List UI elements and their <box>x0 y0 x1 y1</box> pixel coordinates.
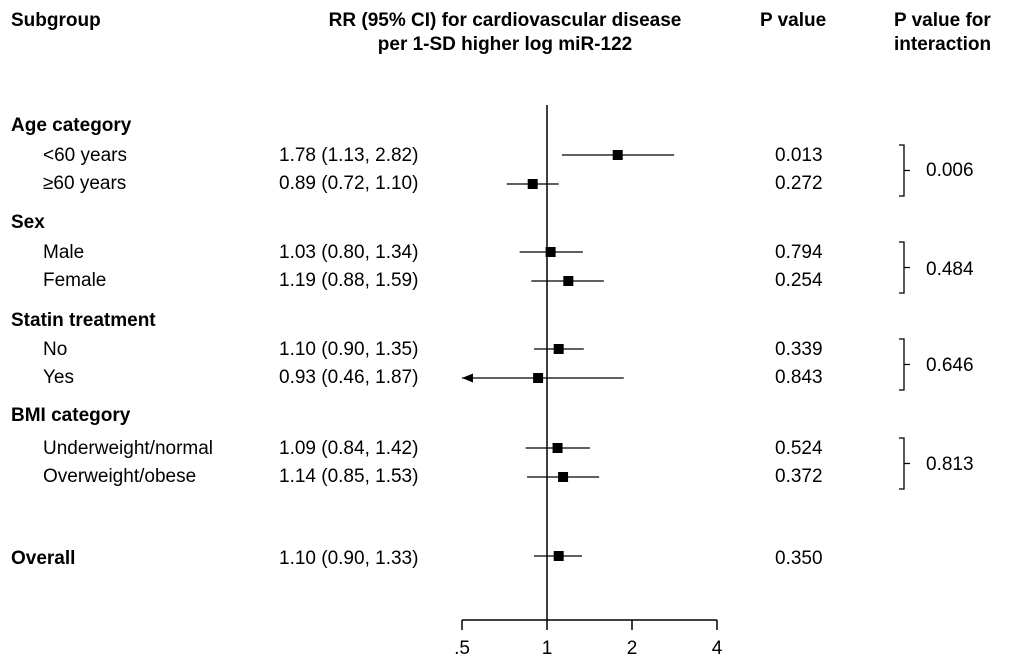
row-ci-text: 1.03 (0.80, 1.34) <box>279 242 419 263</box>
x-tick-label: .5 <box>454 638 470 659</box>
point-estimate-marker <box>553 344 564 354</box>
row-label: Yes <box>43 367 74 388</box>
pinteraction-header: P value for interaction <box>894 9 991 57</box>
pinteraction-header-line2: interaction <box>894 34 992 55</box>
row-pvalue: 0.794 <box>775 242 823 263</box>
overall-label: Overall <box>11 548 76 569</box>
group-label-sex: Sex <box>11 212 45 233</box>
point-estimate-marker <box>545 247 556 257</box>
row-label: No <box>43 339 68 360</box>
row-ci-text: 1.19 (0.88, 1.59) <box>279 270 419 291</box>
interaction-bracket <box>899 437 910 490</box>
interaction-bracket <box>899 144 910 197</box>
row-label: Underweight/normal <box>43 438 214 459</box>
row-ci-text: 1.78 (1.13, 2.82) <box>279 145 419 166</box>
x-tick-label: 4 <box>712 638 723 659</box>
row-ci-text: 0.89 (0.72, 1.10) <box>279 173 419 194</box>
row-pvalue: 0.524 <box>775 438 823 459</box>
row-pvalue: 0.339 <box>775 339 823 360</box>
point-estimate-marker <box>552 443 563 453</box>
rr-header-line2: per 1-SD higher log miR-122 <box>377 34 633 55</box>
rr-header-line1: RR (95% CI) for cardiovascular disease <box>328 10 682 31</box>
group-label-bmi: BMI category <box>11 405 131 426</box>
row-ci-text: 1.09 (0.84, 1.42) <box>279 438 419 459</box>
overall-ci-text: 1.10 (0.90, 1.33) <box>279 548 419 569</box>
row-pvalue: 0.254 <box>775 270 823 291</box>
pvalue-header: P value <box>760 10 827 31</box>
x-tick-label: 1 <box>542 638 553 659</box>
interaction-pvalue-sex: 0.484 <box>926 259 974 280</box>
overall-pvalue: 0.350 <box>775 548 823 569</box>
interaction-pvalue-statin: 0.646 <box>926 355 974 376</box>
rr-header: RR (95% CI) for cardiovascular disease p… <box>265 9 745 57</box>
point-estimate-marker <box>563 276 574 286</box>
x-tick-label: 2 <box>627 638 638 659</box>
interaction-pvalue-bmi: 0.813 <box>926 454 974 475</box>
interaction-bracket <box>899 241 910 294</box>
group-label-age: Age category <box>11 115 132 136</box>
point-estimate-marker <box>558 472 569 482</box>
row-ci-text: 1.10 (0.90, 1.35) <box>279 339 419 360</box>
interaction-bracket <box>899 338 910 391</box>
row-label: Male <box>43 242 85 263</box>
point-estimate-marker <box>612 150 623 160</box>
point-estimate-marker <box>527 179 538 189</box>
row-pvalue: 0.272 <box>775 173 823 194</box>
row-label: ≥60 years <box>43 173 127 194</box>
subgroup-header: Subgroup <box>11 10 101 31</box>
row-label: Female <box>43 270 107 291</box>
row-label: Overweight/obese <box>43 466 197 487</box>
row-pvalue: 0.013 <box>775 145 823 166</box>
group-label-statin: Statin treatment <box>11 310 156 331</box>
ci-truncation-arrow <box>462 373 473 383</box>
row-ci-text: 0.93 (0.46, 1.87) <box>279 367 419 388</box>
row-ci-text: 1.14 (0.85, 1.53) <box>279 466 419 487</box>
point-estimate-marker <box>533 373 544 383</box>
row-pvalue: 0.372 <box>775 466 823 487</box>
row-label: <60 years <box>43 145 127 166</box>
interaction-pvalue-age: 0.006 <box>926 160 974 181</box>
point-estimate-marker <box>553 551 564 561</box>
pinteraction-header-line1: P value for <box>894 10 991 31</box>
row-pvalue: 0.843 <box>775 367 823 388</box>
